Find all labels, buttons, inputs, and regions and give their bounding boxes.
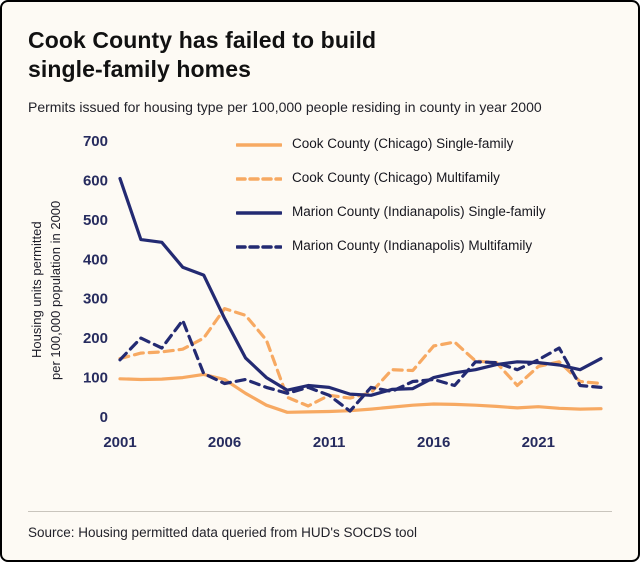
legend-item: Marion County (Indianapolis) Single-fami… [235,203,546,221]
legend-sample-svg [235,177,283,181]
legend-sample-svg [235,211,283,215]
x-axis-tick: 2021 [522,434,555,451]
chart-legend: Cook County (Chicago) Single-family Cook … [235,135,546,255]
y-axis-label-line1: Housing units permitted [29,221,44,359]
legend-item: Cook County (Chicago) Single-family [235,135,546,153]
footer: Source: Housing permitted data queried f… [28,511,612,540]
x-axis-tick: 2001 [103,434,136,451]
chart-area: Housing units permitted per 100,000 popu… [28,125,612,501]
y-axis-tick: 200 [83,330,108,347]
line-chart: 0 100 200 300 400 500 600 700 2001 2006 2011 2016 20… [83,133,603,451]
y-axis-label-line2: per 100,000 population in 2000 [47,200,63,380]
page-title-line2: single-family homes [28,56,252,83]
series-line-0 [118,372,603,414]
x-axis-tick: 2016 [417,434,450,451]
y-axis-tick: 300 [83,291,108,308]
y-axis-label: Housing units permitted per 100,000 popu… [28,125,68,455]
y-axis-tick: 400 [83,251,108,268]
legend-item: Marion County (Indianapolis) Multifamily [235,237,546,255]
series-line-1 [118,306,603,408]
y-axis-tick: 0 [100,409,108,426]
series-line-3 [118,318,603,413]
source-note: Source: Housing permitted data queried f… [28,525,417,540]
chart-subtitle: Permits issued for housing type per 100,… [28,98,542,115]
legend-line-sample [235,237,283,255]
legend-line-sample [235,169,283,187]
legend-sample-svg [235,245,283,249]
plot-region: 0 100 200 300 400 500 600 700 2001 2006 2011 2016 20… [68,125,612,465]
y-axis-tick: 700 [83,133,108,150]
legend-line-sample [235,203,283,221]
legend-line-sample [235,135,283,153]
legend-label: Cook County (Chicago) Multifamily [292,170,500,186]
y-axis-tick: 100 [83,369,108,386]
series-line-2 [118,176,603,397]
legend-label: Marion County (Indianapolis) Multifamily [292,238,533,254]
legend-item: Cook County (Chicago) Multifamily [235,169,546,187]
legend-label: Marion County (Indianapolis) Single-fami… [292,204,546,220]
y-axis-tick: 600 [83,172,108,189]
legend-label: Cook County (Chicago) Single-family [292,136,514,152]
y-axis-tick: 500 [83,212,108,229]
page-title: Cook County has failed to build single-fa… [28,26,612,85]
x-axis-tick: 2011 [313,434,346,451]
page-title-line1: Cook County has failed to build [28,27,377,53]
legend-sample-svg [235,143,283,147]
x-axis-tick: 2006 [208,434,241,451]
